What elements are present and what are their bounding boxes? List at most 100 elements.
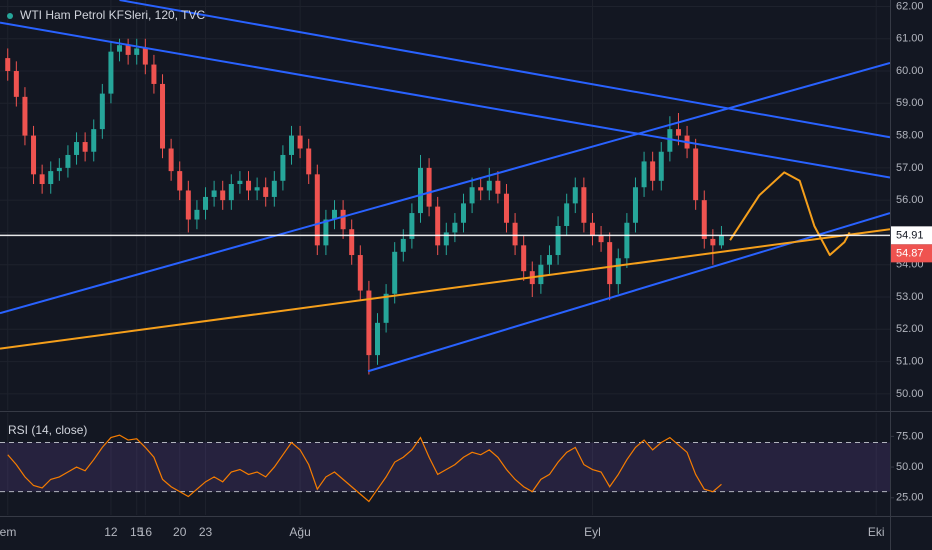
- candle-body: [125, 45, 131, 55]
- candle-body: [254, 187, 260, 191]
- candle-body: [521, 245, 527, 272]
- x-tick-label: 23: [199, 525, 213, 539]
- candle-body: [366, 290, 372, 356]
- candle-body: [31, 135, 37, 175]
- rsi-title: RSI (14, close): [8, 423, 87, 437]
- candle-body: [632, 187, 638, 223]
- chart-title: WTI Ham Petrol KFSleri, 120, TVC: [20, 8, 205, 22]
- candle-body: [400, 238, 406, 252]
- candle-body: [203, 196, 209, 210]
- candle-body: [211, 190, 217, 197]
- trend-line: [0, 228, 890, 350]
- y-tick-label: 57.00: [896, 162, 924, 174]
- candle-body: [409, 213, 415, 239]
- candle-body: [564, 203, 570, 226]
- candle-body: [13, 71, 19, 97]
- candle-body: [99, 93, 105, 130]
- candle-body: [641, 161, 647, 188]
- y-tick-label: 53.00: [896, 291, 924, 303]
- candle-body: [512, 222, 518, 246]
- y-tick-label: 59.00: [896, 97, 924, 109]
- candle-body: [56, 167, 62, 172]
- price-label: 54.87: [896, 247, 924, 259]
- candle-body: [108, 51, 114, 94]
- x-tick-label: 12: [104, 525, 118, 539]
- y-tick-label: 56.00: [896, 194, 924, 206]
- candle-body: [142, 48, 148, 65]
- candle-body: [340, 209, 346, 230]
- candle-body: [82, 142, 88, 152]
- candle-body: [718, 235, 724, 246]
- trend-line: [119, 0, 890, 139]
- candle-body: [228, 184, 234, 201]
- candle-body: [675, 129, 681, 136]
- candle-body: [589, 222, 595, 236]
- candle-body: [263, 187, 269, 197]
- status-dot: [7, 13, 13, 19]
- candle-body: [194, 209, 200, 220]
- candle-body: [323, 219, 329, 246]
- price-label-bg: [891, 244, 932, 263]
- candle-body: [39, 174, 45, 185]
- candle-body: [117, 45, 123, 52]
- x-tick-label: Ağu: [289, 525, 310, 539]
- candle-body: [237, 180, 243, 185]
- candle-body: [435, 206, 441, 246]
- candle-body: [460, 203, 466, 223]
- candle-body: [417, 167, 423, 214]
- price-label: 54.91: [896, 229, 924, 241]
- candle-body: [306, 148, 312, 175]
- x-tick-label: 16: [139, 525, 153, 539]
- candle-body: [667, 129, 673, 152]
- candle-body: [314, 174, 320, 246]
- candle-body: [220, 190, 226, 201]
- candle-body: [168, 148, 174, 172]
- y-tick-label: 50.00: [896, 388, 924, 400]
- candle-body: [546, 255, 552, 265]
- candle-body: [503, 193, 509, 223]
- candle-body: [134, 48, 140, 55]
- candle-body: [443, 232, 449, 246]
- candle-body: [469, 187, 475, 204]
- price-label-bg: [891, 226, 932, 245]
- x-tick-label: Eki: [868, 525, 885, 539]
- y-tick-label: 62.00: [896, 0, 924, 12]
- candle-body: [486, 180, 492, 191]
- y-tick-label: 25.00: [896, 492, 924, 504]
- candle-body: [615, 258, 621, 285]
- rsi-band: [0, 442, 890, 492]
- y-tick-label: 51.00: [896, 355, 924, 367]
- candle-body: [374, 322, 380, 356]
- candle-body: [555, 225, 561, 256]
- candle-body: [710, 238, 716, 246]
- rsi-line: [7, 434, 722, 503]
- price-pane: [0, 0, 890, 410]
- candle-body: [624, 222, 630, 259]
- y-tick-label: 50.00: [896, 461, 924, 473]
- candle-body: [65, 154, 71, 168]
- candle-body: [495, 180, 501, 194]
- y-tick-label: 58.00: [896, 129, 924, 141]
- candle-body: [22, 96, 28, 136]
- candle-body: [392, 251, 398, 294]
- candle-body: [598, 235, 604, 243]
- candle-body: [581, 187, 587, 223]
- trend-line: [729, 171, 851, 257]
- candle-body: [607, 242, 613, 285]
- candle-body: [701, 200, 707, 239]
- candle-body: [426, 167, 432, 207]
- candle-body: [572, 187, 578, 204]
- candle-body: [271, 180, 277, 197]
- rsi-pane: [0, 413, 890, 515]
- candle-body: [177, 171, 183, 191]
- x-tick-label: Eyl: [584, 525, 601, 539]
- candle-body: [297, 135, 303, 149]
- candle-body: [332, 209, 338, 220]
- candle-body: [650, 161, 656, 181]
- candle-body: [658, 151, 664, 181]
- trend-line: [0, 21, 890, 179]
- y-tick-label: 61.00: [896, 33, 924, 45]
- candle-body: [289, 135, 295, 155]
